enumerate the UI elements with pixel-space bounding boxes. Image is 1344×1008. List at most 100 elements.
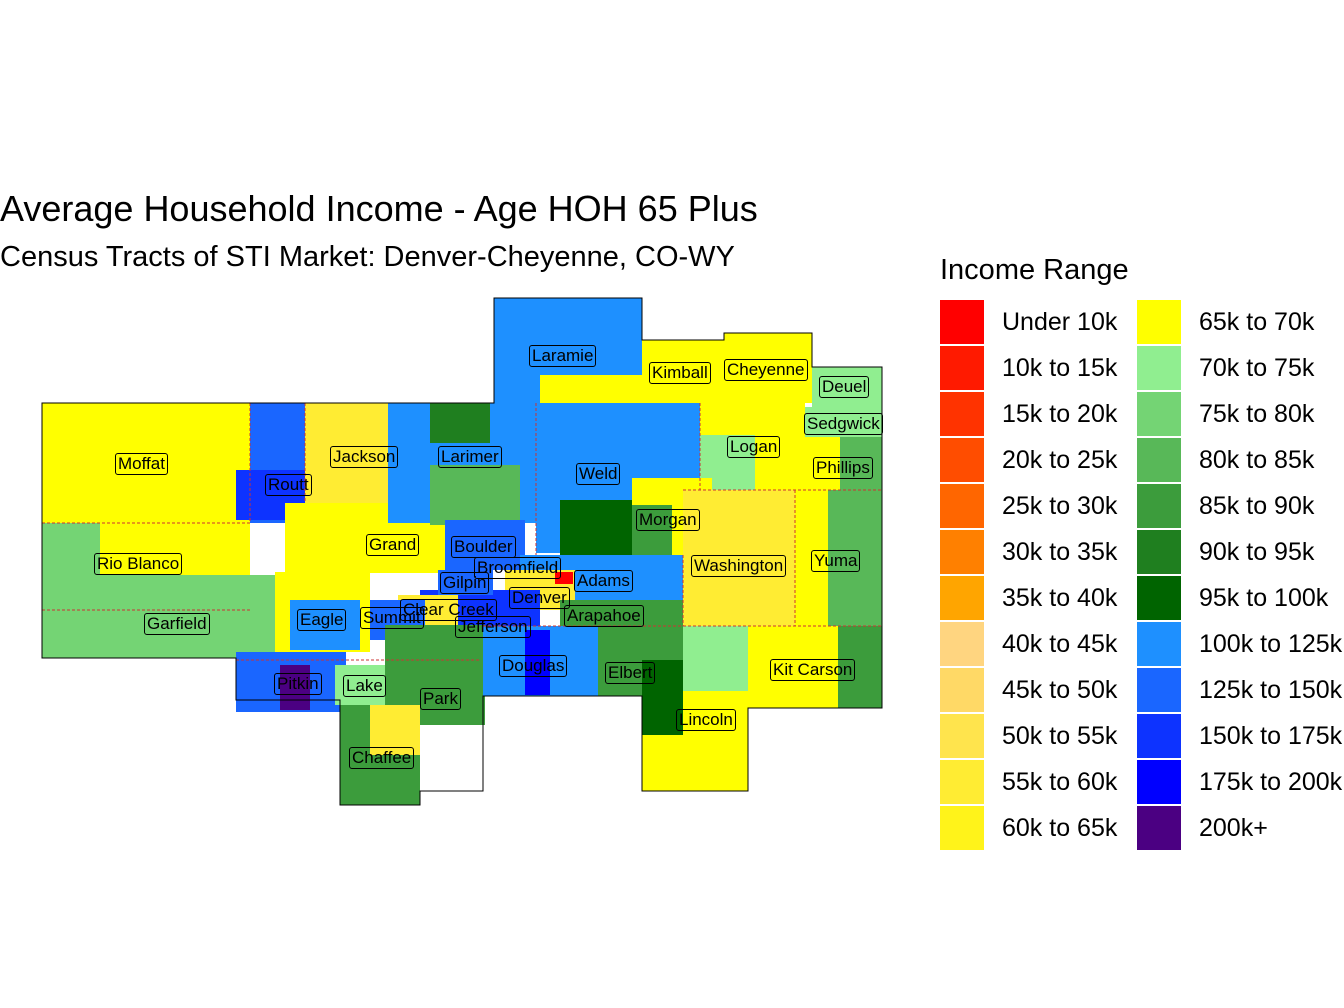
region-gilpin [438,570,493,595]
legend-label: 75k to 80k [1199,400,1315,428]
region-larimer-mid [430,465,520,525]
county-label-garfield: Garfield [144,613,210,635]
legend-label: 100k to 125k [1199,630,1343,658]
legend-item: 175k to 200k [1137,760,1344,806]
legend-label: 175k to 200k [1199,768,1343,796]
region-douglas-core [525,630,550,695]
legend-swatch [940,392,984,436]
legend-label: 65k to 70k [1199,308,1315,336]
county-label-jackson: Jackson [330,446,399,468]
county-label-weld: Weld [576,463,621,485]
legend-label: 50k to 55k [1002,722,1118,750]
legend-swatch [1137,668,1181,712]
legend-swatch [1137,346,1181,390]
legend-item: 75k to 80k [1137,392,1344,438]
legend-label: 80k to 85k [1199,446,1315,474]
legend-swatch [940,530,984,574]
county-label-elbert: Elbert [605,662,656,684]
legend-swatch [940,806,984,850]
legend-item: 45k to 50k [940,668,1150,714]
legend-label: 125k to 150k [1199,676,1343,704]
county-label-phillips: Phillips [813,457,873,479]
map-outline [41,297,883,806]
legend-item: 50k to 55k [940,714,1150,760]
legend-swatch [1137,484,1181,528]
legend-swatch [940,622,984,666]
county-label-morgan: Morgan [636,509,700,531]
legend-item: 20k to 25k [940,438,1150,484]
legend-label: 25k to 30k [1002,492,1118,520]
legend-item: 40k to 45k [940,622,1150,668]
legend-item: 30k to 35k [940,530,1150,576]
legend-label: 30k to 35k [1002,538,1118,566]
county-label-boulder: Boulder [451,536,516,558]
legend-label: 40k to 45k [1002,630,1118,658]
legend-item: 200k+ [1137,806,1344,852]
county-label-moffat: Moffat [115,453,168,475]
county-label-chaffee: Chaffee [349,747,415,769]
county-label-adams: Adams [574,570,633,592]
legend-item: 55k to 60k [940,760,1150,806]
region-lincoln-green [683,626,748,691]
legend-label: 15k to 20k [1002,400,1118,428]
legend-swatch [1137,530,1181,574]
county-label-routt: Routt [265,474,312,496]
legend-swatch [1137,392,1181,436]
county-label-grand: Grand [366,534,420,556]
map-subtitle: Census Tracts of STI Market: Denver-Chey… [0,241,735,273]
county-label-rio-blanco: Rio Blanco [94,553,183,575]
county-label-laramie: Laramie [529,345,597,367]
region-yuma-green [828,490,882,626]
region-cheyenne [724,333,812,403]
county-borders [42,403,882,661]
county-label-eagle: Eagle [297,609,347,631]
legend-item: 25k to 30k [940,484,1150,530]
legend-label: 60k to 65k [1002,814,1118,842]
legend-swatch [940,760,984,804]
region-larimer-forest [430,403,490,443]
county-label-cheyenne: Cheyenne [724,359,808,381]
county-label-gilpin: Gilpin [440,572,490,594]
county-label-jefferson: Jefferson [455,616,531,638]
legend-item: 70k to 75k [1137,346,1344,392]
county-label-arapahoe: Arapahoe [564,605,644,627]
legend-swatch [1137,300,1181,344]
region-denver-red [555,572,573,584]
county-label-denver: Denver [509,587,570,609]
legend-swatch [940,346,984,390]
county-label-pitkin: Pitkin [274,673,322,695]
legend-label: 70k to 75k [1199,354,1315,382]
region-lake [335,665,390,705]
county-label-lincoln: Lincoln [676,709,736,731]
legend-item: 35k to 40k [940,576,1150,622]
legend-item: 100k to 125k [1137,622,1344,668]
legend-item: 60k to 65k [940,806,1150,852]
legend-swatch [1137,806,1181,850]
region-weld-green [560,500,640,560]
legend-swatch [940,484,984,528]
legend-label: 200k+ [1199,814,1268,842]
county-label-douglas: Douglas [499,655,568,677]
legend-swatch [1137,438,1181,482]
county-label-lake: Lake [343,675,386,697]
region-laramie-east [540,375,642,403]
legend-item: 150k to 175k [1137,714,1344,760]
legend-item: 65k to 70k [1137,300,1344,346]
county-label-park: Park [420,688,461,710]
region-moffat [42,403,250,523]
legend-swatch [1137,714,1181,758]
region-deuel [812,367,882,407]
county-label-yuma: Yuma [811,550,861,572]
legend-item: 15k to 20k [940,392,1150,438]
legend-label: Under 10k [1002,308,1118,336]
legend-label: 55k to 60k [1002,768,1118,796]
legend-item: Under 10k [940,300,1150,346]
map-title: Average Household Income - Age HOH 65 Pl… [0,188,758,229]
county-label-summit: Summit [360,607,424,629]
legend-item: 10k to 15k [940,346,1150,392]
legend-label: 90k to 95k [1199,538,1315,566]
region-arapahoe [560,600,683,626]
legend-item: 80k to 85k [1137,438,1344,484]
region-kit-carson-green [838,626,882,708]
